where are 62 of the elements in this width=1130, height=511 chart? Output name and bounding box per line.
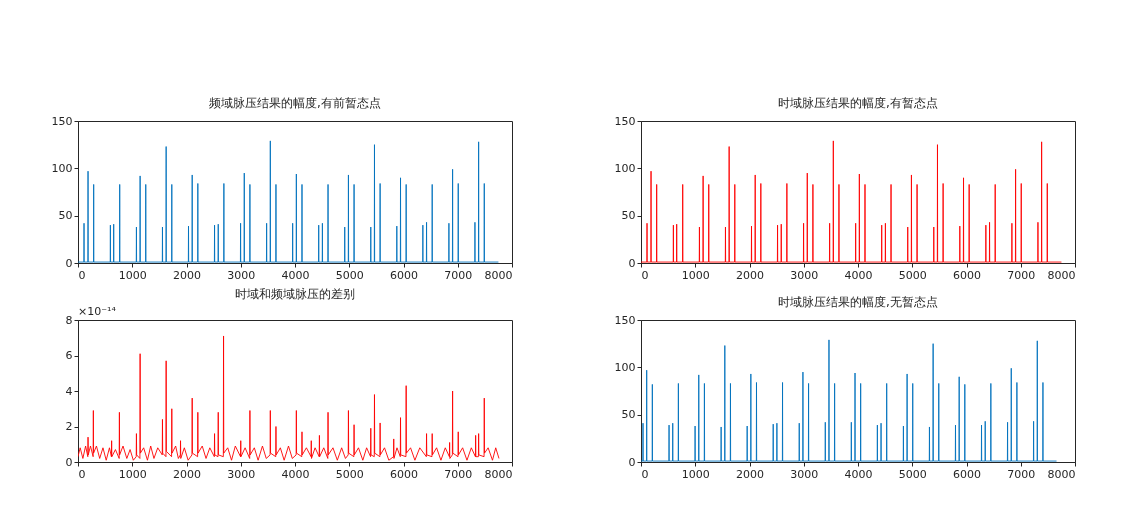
x-tick-label: 1000 bbox=[118, 467, 147, 481]
x-tick-label: 5000 bbox=[335, 268, 364, 282]
x-tick-label: 5000 bbox=[898, 467, 927, 481]
x-tick-label: 5000 bbox=[335, 467, 364, 481]
chart-title: 频域脉压结果的幅度,有前暂态点 bbox=[209, 96, 381, 110]
y-tick-label: 0 bbox=[65, 256, 73, 270]
y-tick-label: 150 bbox=[614, 114, 636, 128]
x-tick-label: 6000 bbox=[390, 268, 418, 282]
line-series bbox=[641, 140, 1062, 263]
x-tick-label: 5000 bbox=[898, 268, 927, 282]
line-series bbox=[78, 335, 500, 461]
x-tick-label: 8000 bbox=[484, 268, 513, 282]
x-tick-label: 7000 bbox=[444, 268, 473, 282]
y-tick-label: 0 bbox=[65, 455, 73, 469]
x-tick-label: 2000 bbox=[173, 467, 201, 481]
x-tick-label: 2000 bbox=[736, 467, 764, 481]
y-tick-label: 6 bbox=[65, 349, 73, 362]
line-series bbox=[78, 140, 499, 263]
x-tick-label: 8000 bbox=[1047, 467, 1076, 481]
x-tick-label: 8000 bbox=[484, 467, 513, 481]
x-tick-label: 4000 bbox=[281, 268, 310, 282]
x-tick-label: 2000 bbox=[736, 268, 764, 282]
y-tick-label: 150 bbox=[51, 114, 73, 128]
x-tick-label: 6000 bbox=[390, 467, 418, 481]
y-tick-label: 0 bbox=[628, 256, 636, 270]
y-tick-label: 50 bbox=[58, 209, 73, 223]
chart-title: 时域和频域脉压的差别 bbox=[235, 287, 355, 301]
x-tick-label: 0 bbox=[78, 467, 86, 481]
x-tick-label: 8000 bbox=[1047, 268, 1076, 282]
x-tick-label: 4000 bbox=[844, 467, 873, 481]
y-tick-label: 8 bbox=[65, 313, 73, 327]
x-tick-label: 3000 bbox=[227, 268, 256, 282]
x-tick-label: 1000 bbox=[681, 268, 710, 282]
x-tick-label: 3000 bbox=[227, 467, 256, 481]
y-tick-label: 100 bbox=[614, 161, 636, 175]
x-tick-label: 2000 bbox=[173, 268, 201, 282]
text: ×10⁻¹⁴ bbox=[78, 305, 117, 318]
line-series bbox=[641, 339, 1058, 462]
x-tick-label: 6000 bbox=[953, 467, 981, 481]
y-tick-label: 0 bbox=[628, 455, 636, 469]
chart-title: 时域脉压结果的幅度,有暂态点 bbox=[778, 96, 938, 110]
x-tick-label: 0 bbox=[641, 268, 649, 282]
x-tick-label: 0 bbox=[78, 268, 86, 282]
y-tick-label: 150 bbox=[614, 313, 636, 327]
x-tick-label: 4000 bbox=[844, 268, 873, 282]
x-tick-label: 3000 bbox=[790, 268, 819, 282]
x-tick-label: 6000 bbox=[953, 268, 981, 282]
y-tick-label: 100 bbox=[51, 161, 73, 175]
y-tick-label: 100 bbox=[614, 360, 636, 374]
x-tick-label: 3000 bbox=[790, 467, 819, 481]
x-tick-label: 4000 bbox=[281, 467, 310, 481]
x-tick-label: 7000 bbox=[1007, 268, 1036, 282]
y-tick-label: 50 bbox=[621, 408, 636, 422]
x-tick-label: 7000 bbox=[444, 467, 473, 481]
x-tick-label: 1000 bbox=[681, 467, 710, 481]
y-tick-label: 50 bbox=[621, 209, 636, 223]
x-tick-label: 0 bbox=[641, 467, 649, 481]
y-tick-label: 4 bbox=[65, 384, 73, 398]
x-tick-label: 7000 bbox=[1007, 467, 1036, 481]
x-tick-label: 1000 bbox=[118, 268, 147, 282]
chart-title: 时域脉压结果的幅度,无暂态点 bbox=[778, 295, 938, 309]
y-tick-label: 2 bbox=[65, 420, 73, 433]
